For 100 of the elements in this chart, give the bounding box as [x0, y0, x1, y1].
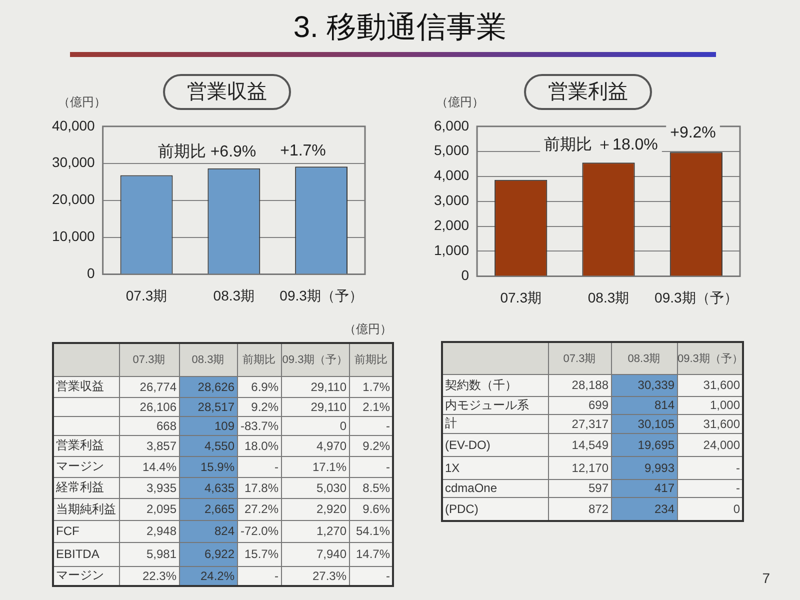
- category-label: 07.3期: [119, 343, 179, 376]
- text: 28,626: [198, 380, 234, 394]
- text: 15.7%: [244, 547, 278, 561]
- text: 24.2%: [200, 568, 234, 583]
- text: 18.0%: [244, 438, 278, 452]
- x-tick-label: 08.3期: [213, 287, 255, 304]
- y-tick-label: 5,000: [434, 142, 470, 158]
- category-label: 08.3期: [179, 343, 237, 376]
- category-label: 営業収益: [56, 379, 104, 393]
- category-label: 07.3期: [548, 342, 611, 374]
- text: -: [386, 568, 390, 583]
- text: -: [386, 460, 390, 474]
- text: 27.3%: [312, 568, 346, 583]
- x-tick-label: 07.3期: [500, 289, 542, 306]
- text: 22.3%: [142, 568, 176, 583]
- text: 17.8%: [244, 480, 278, 494]
- text: 12,170: [572, 460, 608, 474]
- text: -: [736, 481, 740, 495]
- text: 6.9%: [251, 380, 278, 394]
- category-label: EBITDA: [56, 547, 100, 561]
- y-tick-label: 40,000: [52, 117, 96, 134]
- text: -: [274, 568, 278, 583]
- text: -: [274, 460, 278, 474]
- text: 1,270: [316, 524, 346, 538]
- category-label: FCF: [56, 524, 80, 538]
- text: -: [736, 460, 740, 474]
- chart-title: 営業利益: [524, 74, 652, 110]
- text: 597: [588, 481, 608, 495]
- text: 9.2%: [251, 400, 278, 414]
- text: 9.6%: [362, 502, 390, 516]
- annotation: +1.7%: [280, 142, 326, 160]
- text: 5,030: [316, 480, 346, 494]
- text: 3,935: [146, 480, 176, 494]
- text: 2,948: [146, 524, 176, 538]
- text: -: [386, 418, 390, 432]
- text: 24,000: [703, 438, 740, 452]
- category-label: 08.3期: [611, 342, 677, 374]
- annotation: 前期比 +6.9%: [158, 142, 256, 160]
- category-label: (EV-DO): [445, 438, 490, 452]
- text: 3,857: [146, 438, 176, 452]
- y-tick-label: 1,000: [434, 242, 470, 258]
- text: 109: [214, 418, 234, 432]
- category-label: 前期比: [237, 343, 281, 376]
- x-tick-label: 09.3期（予）: [654, 289, 738, 306]
- text: 5,981: [146, 547, 176, 561]
- text: （億円）: [343, 321, 392, 338]
- category-label: 当期純利益: [56, 502, 116, 516]
- x-tick-label: 08.3期: [588, 289, 630, 306]
- text: 699: [588, 398, 608, 412]
- text: 19,695: [638, 438, 674, 452]
- category-label: マージン: [56, 568, 104, 582]
- text: 54.1%: [356, 524, 390, 538]
- text: 14,549: [572, 438, 608, 452]
- x-tick-label: 09.3期（予）: [280, 287, 363, 304]
- text: 2,665: [204, 502, 234, 516]
- text: 27,317: [572, 416, 608, 430]
- text: 9,993: [644, 460, 674, 474]
- text: 824: [214, 524, 234, 538]
- category-label: 営業利益: [56, 438, 104, 452]
- text: 0: [733, 502, 740, 516]
- text: 417: [654, 481, 674, 495]
- category-label: 計: [445, 416, 457, 430]
- text: 30,105: [638, 416, 674, 430]
- category-label: 前期比: [349, 343, 393, 376]
- text: 28,188: [572, 378, 608, 392]
- y-tick-label: 3,000: [434, 192, 470, 208]
- category-label: 契約数（千）: [445, 378, 517, 392]
- text: 4,550: [204, 438, 234, 452]
- text: 0: [340, 418, 346, 432]
- text: -72.0%: [240, 524, 278, 538]
- y-axis-title: （億円）: [58, 94, 106, 111]
- y-axis-title: （億円）: [436, 94, 484, 111]
- y-tick-label: 2,000: [434, 217, 470, 234]
- text: 30,339: [638, 378, 674, 392]
- text: 29,110: [310, 400, 346, 414]
- text: 2.1%: [362, 400, 390, 414]
- text: 28,517: [198, 400, 234, 414]
- text: 668: [156, 418, 176, 432]
- text: 26,774: [140, 380, 176, 394]
- text: 8.5%: [362, 480, 390, 494]
- text: 17.1%: [312, 460, 346, 474]
- text: 31,600: [703, 416, 740, 430]
- text: 1.7%: [362, 380, 390, 394]
- y-tick-label: 4,000: [434, 167, 470, 184]
- text: 6,922: [204, 547, 234, 561]
- category-label: 09.3期（予）: [677, 342, 743, 374]
- text: -83.7%: [240, 418, 278, 432]
- category-label: 内モジュール系: [445, 398, 529, 412]
- y-tick-label: 6,000: [434, 117, 470, 134]
- annotation: 前期比 ＋18.0%: [544, 135, 658, 154]
- category-label: マージン: [56, 459, 104, 473]
- text: 234: [654, 502, 674, 516]
- text: 27.2%: [244, 502, 278, 516]
- category-label: (PDC): [445, 502, 478, 516]
- text: 2,095: [146, 502, 176, 516]
- category-label: cdmaOne: [445, 481, 498, 495]
- x-tick-label: 07.3期: [126, 287, 168, 304]
- y-tick-label: 10,000: [52, 228, 96, 244]
- category-label: 1X: [445, 460, 460, 474]
- text: 872: [588, 502, 608, 516]
